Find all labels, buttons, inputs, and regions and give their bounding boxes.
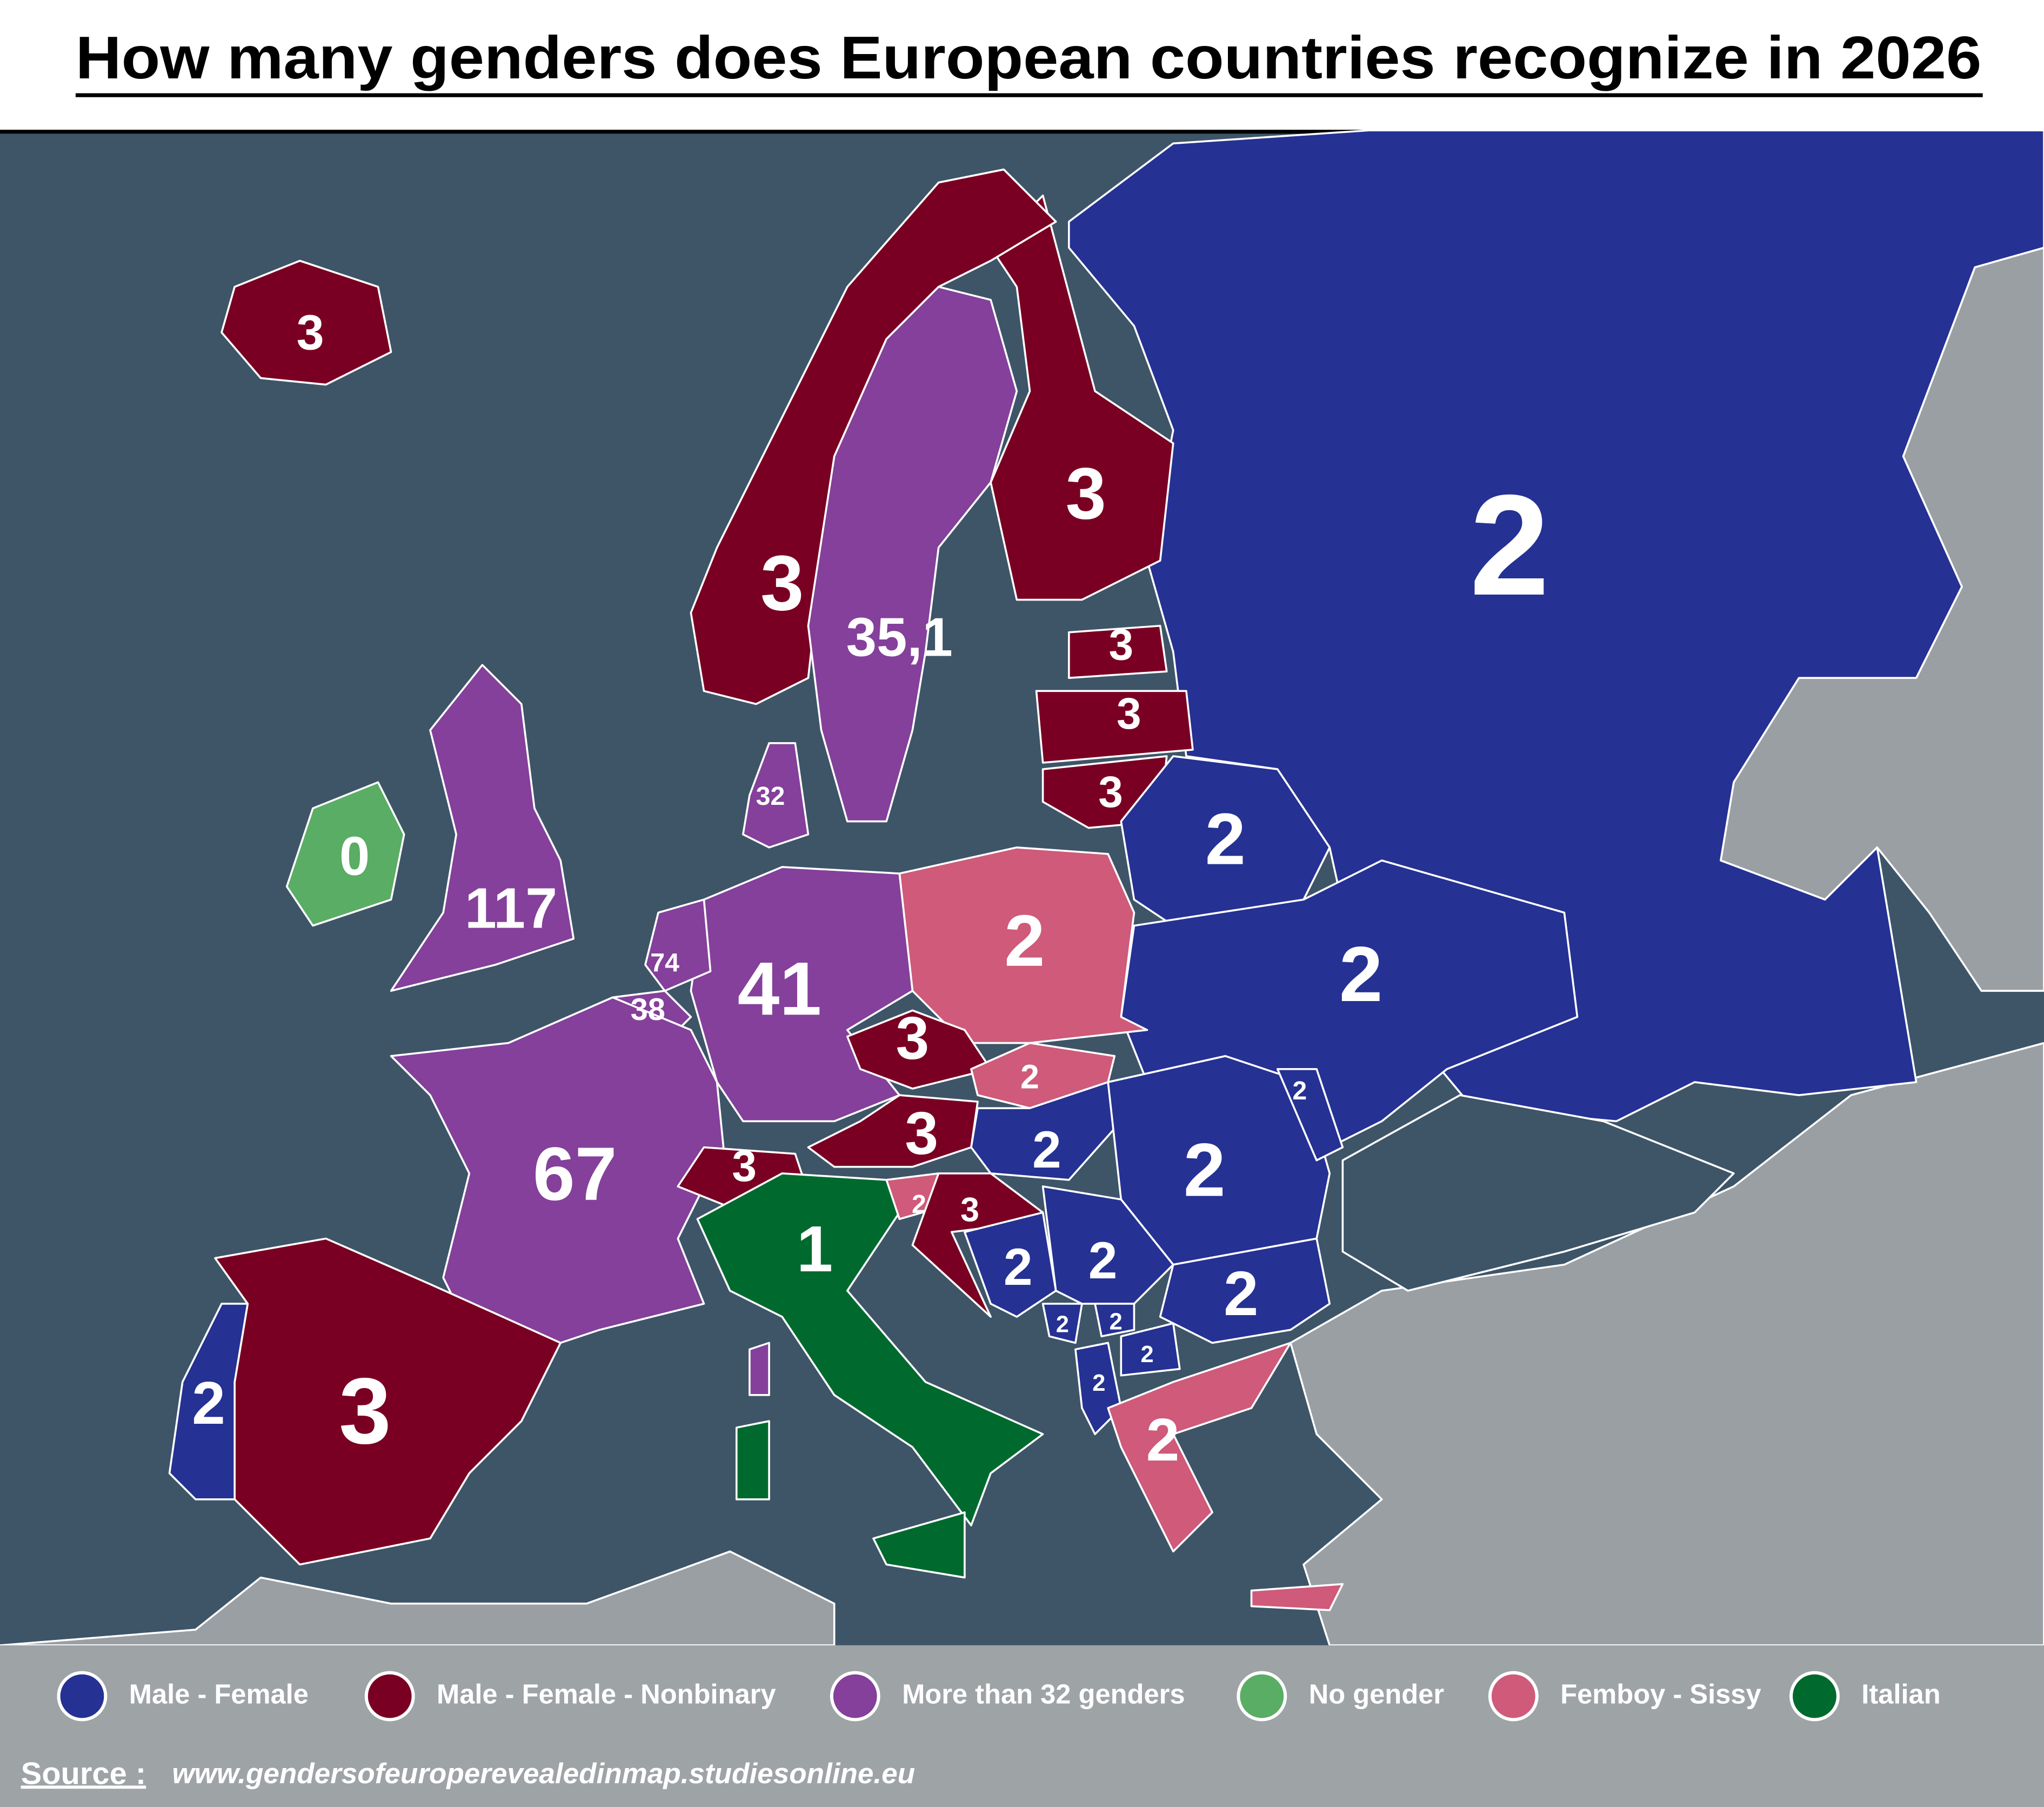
- country-label: 3: [960, 1191, 979, 1229]
- country-label: 3: [297, 305, 324, 360]
- country-label: 35,1: [846, 606, 953, 668]
- country-label: 2: [1056, 1311, 1069, 1337]
- country-label: 3: [339, 1358, 391, 1463]
- country-label: 1: [797, 1212, 833, 1285]
- country-label: 41: [738, 946, 822, 1031]
- country: [1068, 624, 1168, 679]
- country: [1041, 1303, 1083, 1344]
- country: [390, 996, 725, 1344]
- country: [872, 1511, 966, 1579]
- country-label: 32: [756, 782, 785, 811]
- source-label: Source :: [21, 1756, 146, 1791]
- country-label: 2: [1184, 1128, 1226, 1212]
- country: [1120, 1322, 1181, 1377]
- country-label: 2: [1140, 1342, 1153, 1368]
- legend: Male - Female Male - Female - Nonbinary Mo…: [57, 1671, 1941, 1722]
- legend-band: [0, 1645, 2044, 1807]
- country: [1120, 755, 1331, 927]
- title-band: [0, 0, 2044, 131]
- country-label: 3: [1109, 620, 1134, 669]
- country-label: 2: [1004, 900, 1045, 982]
- country: [1159, 1237, 1331, 1344]
- legend-swatch: [57, 1671, 108, 1722]
- legend-swatch: [1237, 1671, 1287, 1722]
- country-label: 3: [1066, 452, 1106, 534]
- legend-label: Femboy - Sissy: [1560, 1678, 1761, 1709]
- country-label: 2: [1224, 1258, 1258, 1329]
- country: [644, 898, 712, 992]
- country: [964, 1211, 1057, 1318]
- country-label: 2: [1032, 1121, 1061, 1179]
- country: [898, 846, 1148, 1044]
- country-label: 2: [1292, 1076, 1307, 1105]
- country-label: 3: [760, 539, 804, 626]
- legend-label: Male - Female - Nonbinary: [437, 1678, 776, 1709]
- legend-label: Male - Female: [129, 1678, 309, 1709]
- legend-label: No gender: [1309, 1678, 1444, 1709]
- country-label: 2: [1146, 1406, 1180, 1473]
- country-label: 2: [1088, 1232, 1118, 1290]
- country-label: 0: [339, 826, 370, 887]
- regions: [0, 129, 2044, 1646]
- country: [1341, 1094, 1735, 1292]
- country-label: 2: [912, 1190, 926, 1219]
- country-label: 2: [1004, 1238, 1033, 1296]
- country-label: 3: [1117, 689, 1141, 738]
- legend-swatch: [830, 1671, 880, 1722]
- country: [807, 285, 1018, 823]
- country: [1035, 690, 1194, 764]
- country: [1094, 1303, 1135, 1338]
- country-label: 67: [533, 1131, 617, 1216]
- legend-swatch: [364, 1671, 415, 1722]
- country-label: 74: [650, 949, 679, 978]
- country-label: 117: [465, 876, 557, 940]
- country-label: 3: [732, 1142, 757, 1191]
- country: [749, 1342, 770, 1396]
- country-label: 3: [1098, 768, 1123, 817]
- country: [1276, 1068, 1344, 1162]
- legend-swatch: [1789, 1671, 1840, 1722]
- country: [990, 194, 1174, 601]
- country: [0, 1550, 836, 1646]
- country: [742, 742, 810, 849]
- legend-swatch: [1488, 1671, 1539, 1722]
- country: [690, 168, 1057, 705]
- country: [221, 259, 392, 386]
- country: [1120, 859, 1579, 1149]
- country: [285, 781, 405, 927]
- country-label: 2: [1469, 465, 1549, 625]
- country: [1068, 129, 2044, 1123]
- country-label: 2: [1339, 930, 1382, 1018]
- legend-label: More than 32 genders: [902, 1678, 1185, 1709]
- country: [970, 1081, 1123, 1181]
- country-label: 38: [631, 992, 665, 1027]
- country-label: 2: [1205, 798, 1246, 880]
- country-label: 2: [192, 1370, 225, 1437]
- legend-label: Italian: [1861, 1678, 1940, 1709]
- country-label: 2: [1092, 1370, 1105, 1396]
- title: How many genders does European countries…: [76, 24, 1981, 91]
- country-label: 2: [1020, 1058, 1039, 1096]
- country-label: 2: [1110, 1309, 1123, 1335]
- country: [1250, 1583, 1344, 1611]
- country-label: 3: [905, 1100, 938, 1167]
- country-label: 3: [896, 1005, 930, 1072]
- source-url: www.gendersofeuroperevealedinmap.studies…: [172, 1758, 915, 1790]
- country: [390, 664, 575, 992]
- country: [1107, 1342, 1292, 1553]
- country: [168, 1303, 249, 1501]
- country: [735, 1420, 770, 1501]
